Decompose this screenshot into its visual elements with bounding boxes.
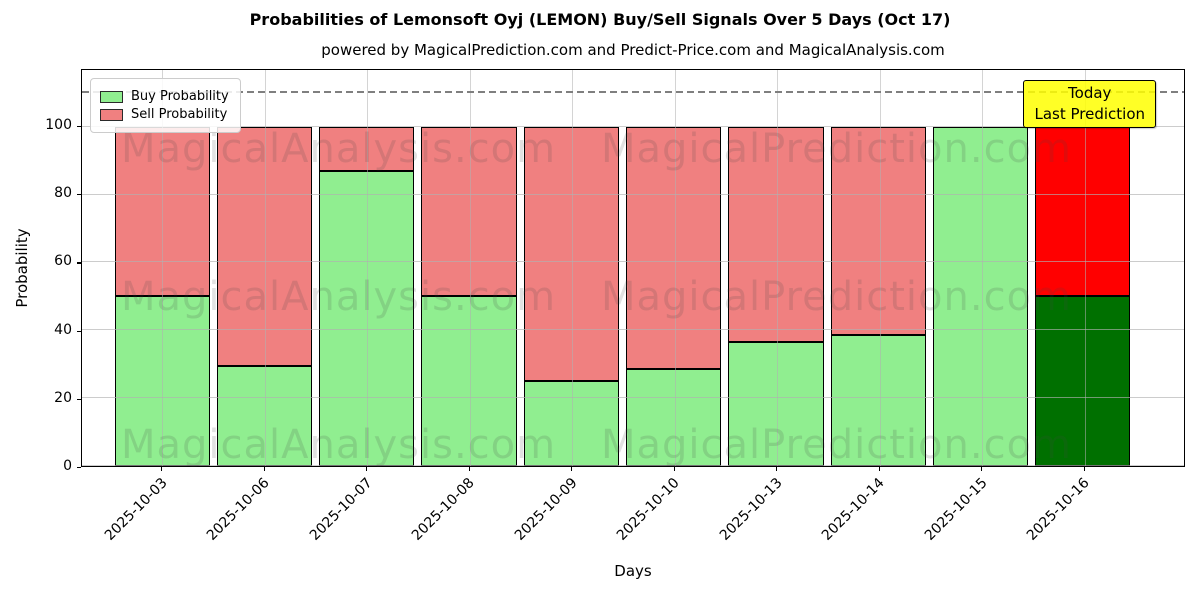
x-tick-label: 2025-10-06	[204, 475, 274, 544]
stacked-bar	[523, 126, 619, 466]
bar-slot	[622, 70, 724, 466]
legend-item-sell: Sell Probability	[100, 107, 229, 122]
stacked-bar	[625, 126, 722, 466]
stacked-bar	[932, 126, 1029, 466]
dashed-threshold-line	[82, 91, 1184, 93]
bar-slot	[111, 70, 213, 466]
y-tick-mark	[77, 194, 81, 196]
sell-segment	[319, 126, 415, 171]
stacked-bar	[216, 126, 313, 466]
watermark-text: MagicalAnalysis.com	[121, 274, 557, 320]
legend-label-sell: Sell Probability	[131, 107, 228, 122]
x-tick-mark	[981, 467, 983, 471]
sell-segment	[216, 126, 313, 366]
x-tick-mark	[468, 467, 470, 471]
watermark-text: MagicalPrediction.com	[601, 126, 1072, 172]
sell-segment	[421, 126, 517, 297]
y-tick-label: 20	[54, 389, 72, 406]
y-tick-label: 60	[54, 253, 72, 270]
sell-swatch-icon	[100, 108, 123, 121]
y-tick-mark	[77, 467, 81, 469]
buy-segment	[625, 369, 722, 466]
sell-segment	[625, 126, 722, 370]
buy-segment	[319, 170, 415, 466]
bar-slot	[1032, 70, 1134, 466]
buy-segment	[932, 126, 1029, 466]
buy-segment	[114, 296, 210, 466]
sell-segment	[523, 126, 619, 382]
x-tick-label: 2025-10-15	[921, 475, 991, 544]
today-annotation: Today Last Prediction	[1023, 80, 1156, 128]
x-tick-mark	[776, 467, 778, 471]
watermark-text: MagicalAnalysis.com	[121, 422, 557, 468]
x-tick-mark	[878, 467, 880, 471]
bar-slot	[418, 70, 520, 466]
watermark-text: MagicalAnalysis.com	[121, 126, 557, 172]
legend-label-buy: Buy Probability	[131, 89, 229, 104]
today-annotation-line1: Today	[1068, 84, 1112, 102]
buy-segment	[523, 381, 619, 466]
legend-item-buy: Buy Probability	[100, 89, 229, 104]
y-tick-label: 100	[45, 116, 72, 133]
x-tick-mark	[263, 467, 265, 471]
x-tick-label: 2025-10-13	[716, 475, 786, 544]
x-tick-label: 2025-10-09	[511, 475, 581, 544]
x-tick-label: 2025-10-16	[1024, 475, 1094, 544]
y-tick-mark	[77, 125, 81, 128]
x-tick-label: 2025-10-08	[409, 475, 479, 544]
chart-title: Probabilities of Lemonsoft Oyj (LEMON) B…	[249, 10, 951, 29]
stacked-bar	[319, 126, 415, 466]
x-tick-mark	[366, 467, 368, 471]
y-tick-label: 40	[54, 321, 72, 338]
sell-segment	[830, 126, 926, 336]
sell-segment	[114, 126, 210, 297]
buy-segment	[421, 296, 517, 466]
watermark-text: MagicalPrediction.com	[601, 422, 1072, 468]
x-tick-mark	[673, 467, 675, 471]
watermark-text: MagicalPrediction.com	[601, 274, 1072, 320]
stacked-bar	[421, 126, 517, 466]
y-tick-mark	[77, 262, 81, 264]
stacked-bar	[830, 126, 926, 466]
x-tick-mark	[161, 467, 163, 471]
buy-segment	[216, 365, 313, 466]
bar-slot	[520, 70, 622, 466]
x-tick-label: 2025-10-10	[614, 475, 684, 544]
chart-subtitle: powered by MagicalPrediction.com and Pre…	[321, 41, 945, 59]
x-tick-mark	[571, 467, 573, 471]
y-tick-label: 0	[63, 458, 72, 474]
stacked-bar	[114, 126, 210, 466]
buy-segment-today	[1035, 296, 1131, 466]
x-tick-mark	[1083, 467, 1085, 471]
plot-area: MagicalAnalysis.com MagicalPrediction.com…	[81, 69, 1185, 468]
x-axis-label: Days	[614, 562, 652, 580]
bar-slot	[827, 70, 929, 466]
stacked-bar	[1035, 126, 1131, 466]
today-annotation-line2: Last Prediction	[1034, 105, 1145, 123]
x-tick-label: 2025-10-07	[306, 475, 376, 544]
bar-slot	[929, 70, 1031, 466]
y-tick-mark	[77, 330, 81, 332]
y-tick-mark	[77, 398, 81, 400]
buy-segment	[830, 335, 926, 466]
bars-layer	[111, 70, 1134, 466]
legend: Buy Probability Sell Probability	[90, 78, 241, 133]
y-tick-label: 80	[54, 185, 72, 202]
buy-swatch-icon	[100, 90, 123, 103]
bar-slot	[213, 70, 315, 466]
bar-slot	[316, 70, 418, 466]
x-tick-label: 2025-10-14	[819, 475, 889, 544]
x-tick-label: 2025-10-03	[101, 475, 171, 544]
sell-segment	[728, 126, 824, 343]
